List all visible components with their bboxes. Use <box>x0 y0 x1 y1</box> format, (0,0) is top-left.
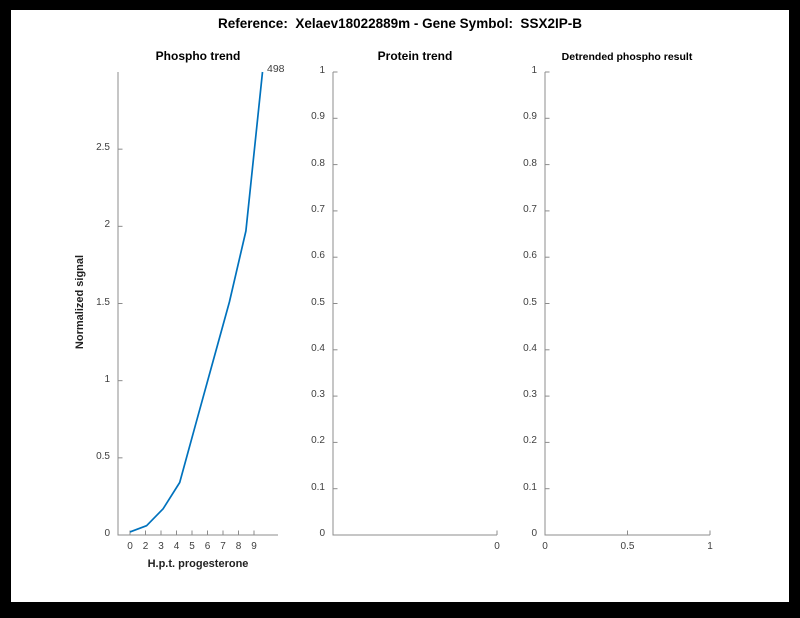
y-tick-label: 1 <box>104 373 110 385</box>
y-tick-label: 0.2 <box>523 435 537 447</box>
x-tick-label: 9 <box>251 541 257 552</box>
protein-trend-plot-axes <box>332 71 498 536</box>
x-tick-label: 0 <box>494 541 500 552</box>
y-tick-label: 0.9 <box>523 111 537 123</box>
detrended-phospho-plot-axes <box>544 71 711 536</box>
y-tick-label: 0 <box>104 528 110 539</box>
y-tick-label: 0.5 <box>311 296 325 308</box>
x-tick-label: 2 <box>142 541 149 552</box>
phospho-trend-plot-axes <box>117 71 278 536</box>
y-tick-label: 0.4 <box>523 342 537 354</box>
axis-spines <box>117 72 278 536</box>
x-tick-label: 0.5 <box>620 541 635 552</box>
x-tick-label: 7 <box>220 541 226 552</box>
y-tick-label: 0.8 <box>523 157 537 169</box>
x-tick-label: 6 <box>204 541 211 552</box>
x-tick-label: 5 <box>189 541 195 552</box>
axis-ticks <box>544 71 711 536</box>
y-tick-label: 0.5 <box>523 296 537 308</box>
y-tick-label: 0.6 <box>311 250 325 262</box>
y-tick-label: 0.2 <box>311 435 325 447</box>
axis-spines <box>332 72 497 536</box>
y-tick-label: 0 <box>319 528 325 539</box>
x-tick-label: 0 <box>127 541 133 552</box>
y-tick-label: 0.3 <box>311 389 325 401</box>
y-tick-label: 1 <box>531 65 537 76</box>
y-tick-label: 0.5 <box>96 450 110 462</box>
figure-title: Reference: Xelaev18022889m - Gene Symbol… <box>218 16 582 31</box>
x-tick-label: 1 <box>707 541 713 552</box>
figure-canvas <box>11 10 789 602</box>
axis-ticks <box>118 148 255 536</box>
y-tick-label: 2 <box>104 219 110 231</box>
y-tick-label: 1.5 <box>96 296 110 308</box>
peak-value-annotation: 498 <box>267 63 285 75</box>
y-tick-label: 0.4 <box>311 342 325 354</box>
y-tick-label: 0.1 <box>523 481 537 493</box>
y-tick-label: 0.3 <box>523 389 537 401</box>
y-tick-label: 0.8 <box>311 157 325 169</box>
y-tick-label: 0.9 <box>311 111 325 123</box>
y-tick-label: 0.7 <box>523 203 537 215</box>
axis-ticks <box>333 71 498 536</box>
x-tick-label: 4 <box>173 541 180 552</box>
y-tick-label: 0.6 <box>523 250 537 262</box>
phospho-trend-line <box>129 71 264 533</box>
y-tick-label: 0.1 <box>311 481 325 493</box>
y-tick-label: 0.7 <box>311 203 325 215</box>
x-tick-label: 8 <box>235 541 242 552</box>
phospho-x-axis-label: H.p.t. progesterone <box>147 558 249 570</box>
axis-spines <box>544 72 710 536</box>
y-tick-label: 0 <box>531 528 537 539</box>
y-tick-label: 2.5 <box>96 142 110 154</box>
detrended-phospho-title: Detrended phospho result <box>561 51 693 63</box>
x-tick-label: 0 <box>542 541 548 552</box>
protein-trend-title: Protein trend <box>377 49 453 63</box>
y-tick-label: 1 <box>319 65 325 76</box>
x-tick-label: 3 <box>158 541 164 552</box>
phospho-trend-title: Phospho trend <box>155 49 241 63</box>
